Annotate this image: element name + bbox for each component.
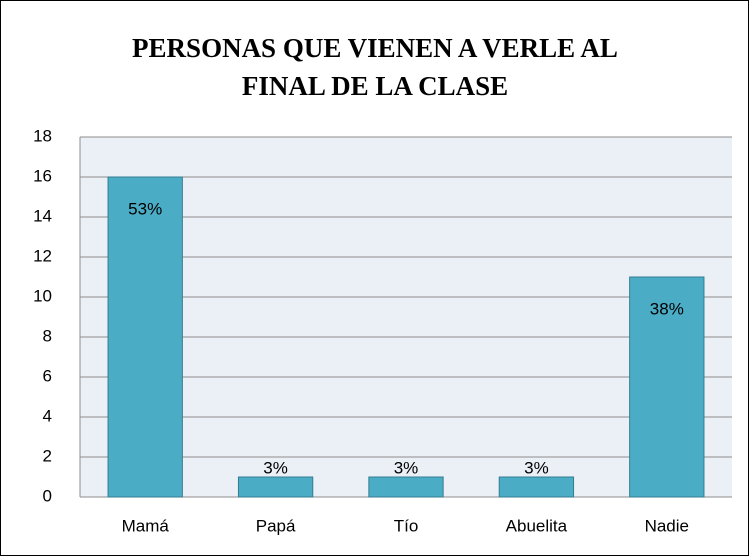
chart-title: PERSONAS QUE VIENEN A VERLE AL [132, 33, 618, 63]
bar [498, 476, 575, 498]
data-label: 3% [524, 458, 549, 477]
data-label: 53% [128, 199, 162, 218]
plot-area [80, 137, 732, 497]
bar [368, 476, 444, 498]
bar [629, 276, 705, 498]
bar [237, 476, 314, 498]
y-tick-label: 10 [33, 286, 52, 305]
y-tick-label: 0 [43, 486, 52, 505]
x-tick-label: Abuelita [506, 516, 568, 535]
data-label: 38% [650, 299, 684, 318]
y-tick-label: 14 [33, 206, 52, 225]
data-label: 3% [263, 458, 288, 477]
y-tick-label: 4 [43, 406, 52, 425]
bar [107, 176, 183, 498]
data-label: 3% [394, 458, 419, 477]
y-tick-label: 2 [43, 446, 52, 465]
y-tick-label: 18 [33, 126, 52, 145]
y-tick-label: 6 [43, 366, 52, 385]
y-tick-label: 12 [33, 246, 52, 265]
x-tick-label: Papá [256, 516, 296, 535]
y-tick-label: 16 [33, 166, 52, 185]
x-tick-label: Mamá [122, 516, 170, 535]
x-tick-label: Tío [394, 516, 419, 535]
x-tick-label: Nadie [645, 516, 689, 535]
y-tick-label: 8 [43, 326, 52, 345]
chart-title: FINAL DE LA CLASE [242, 71, 508, 101]
